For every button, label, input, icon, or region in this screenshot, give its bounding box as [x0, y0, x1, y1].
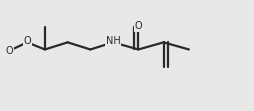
Text: O: O [5, 46, 13, 56]
Text: O: O [23, 36, 31, 46]
Text: NH: NH [106, 36, 120, 46]
Text: O: O [135, 21, 142, 31]
